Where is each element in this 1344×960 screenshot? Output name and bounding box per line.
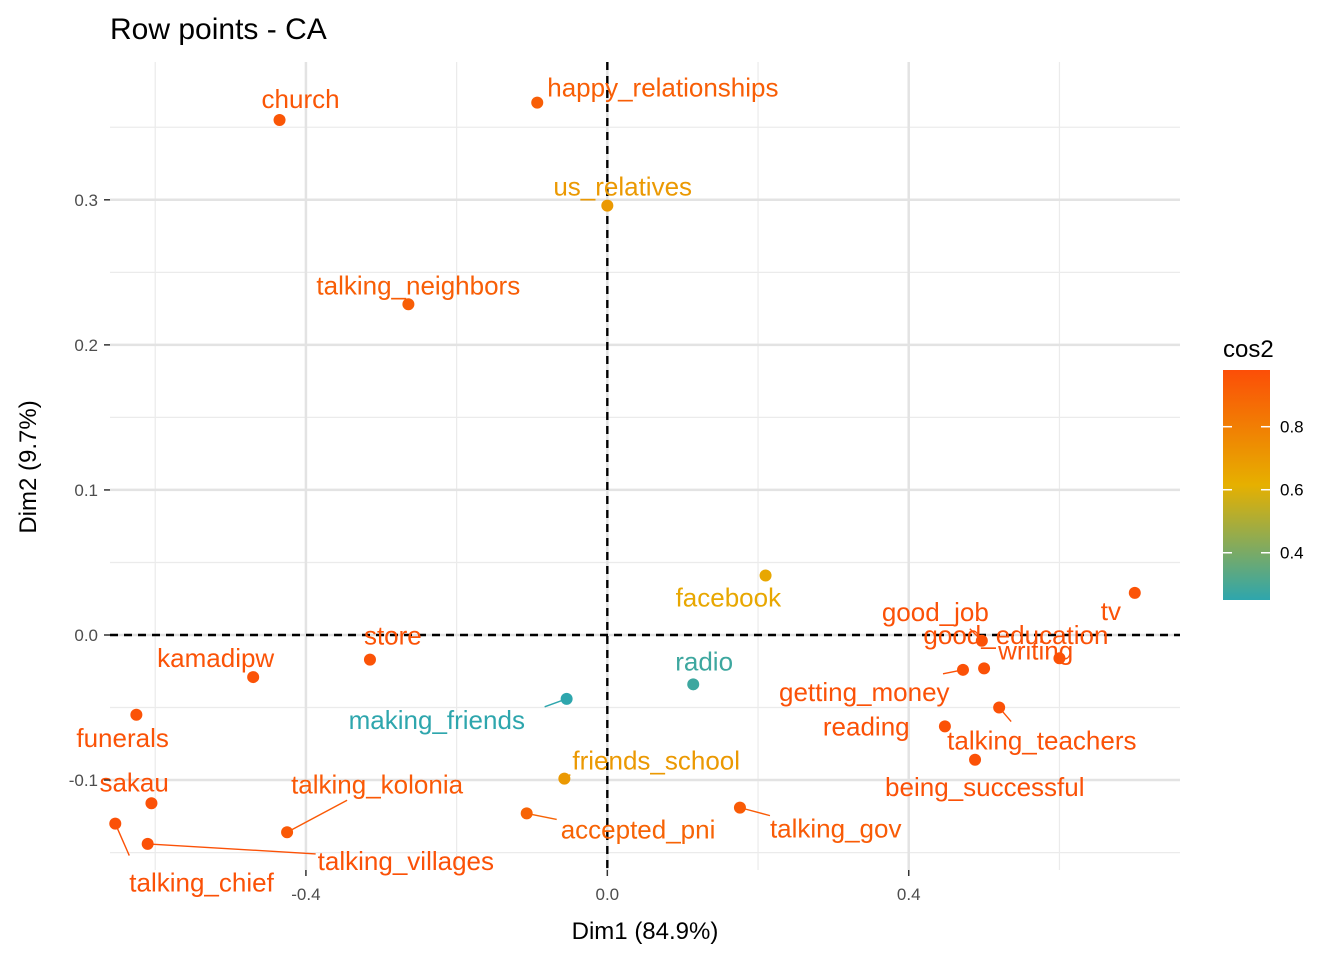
label-layer: church happy_relationships us_relativestal… xyxy=(76,73,1136,898)
point-good-job xyxy=(975,634,988,647)
point-talking-neighbors xyxy=(402,298,415,311)
label-being-successful: being_successful xyxy=(885,772,1084,802)
point-radio xyxy=(687,678,700,691)
point-friends-school xyxy=(558,772,571,785)
point-getting-money xyxy=(956,663,969,676)
label-talking-villages: talking_villages xyxy=(318,846,494,876)
point-store xyxy=(363,653,376,666)
x-axis-title: Dim1 (84.9%) xyxy=(572,918,719,945)
label-accepted-pni: accepted_pni xyxy=(561,814,716,844)
label-writing: writing xyxy=(997,635,1073,665)
point-sakau xyxy=(145,797,158,810)
leader-line-talking-kolonia xyxy=(286,799,348,833)
legend-tick-label: 0.4 xyxy=(1280,544,1304,563)
y-tick-label: 0.0 xyxy=(74,626,98,645)
point-accepted-pni xyxy=(520,807,533,820)
axis-layer: -0.4 0.0 0.4 -0.1 0.0 0.1 0.2 0.3 xyxy=(69,191,921,904)
legend-ticks: 0.4 0.6 0.8 xyxy=(1223,418,1304,563)
y-tick-label: 0.3 xyxy=(74,191,98,210)
label-good-job: good_job xyxy=(882,597,989,627)
legend-title: cos2 xyxy=(1223,336,1274,363)
label-church: church xyxy=(262,84,340,114)
point-tv xyxy=(1128,586,1141,599)
point-writing xyxy=(978,662,991,675)
legend-tick-label: 0.8 xyxy=(1280,418,1304,437)
legend-colorbar xyxy=(1223,370,1270,600)
plot-title: Row points - CA xyxy=(110,13,327,46)
label-funerals: funerals xyxy=(76,723,168,753)
y-axis-title: Dim2 (9.7%) xyxy=(15,400,42,533)
label-talking-chief: talking_chief xyxy=(129,868,274,898)
point-happy-relationships xyxy=(531,96,544,109)
x-tick-label: 0.0 xyxy=(596,885,620,904)
y-tick-label: 0.2 xyxy=(74,336,98,355)
label-talking-neighbors: talking_neighbors xyxy=(316,270,520,300)
label-radio: radio xyxy=(675,646,733,676)
point-facebook xyxy=(759,569,772,582)
point-talking-chief xyxy=(109,817,122,830)
label-facebook: facebook xyxy=(676,583,783,613)
label-friends-school: friends_school xyxy=(572,746,740,776)
label-getting-money: getting_money xyxy=(779,677,950,707)
label-tv: tv xyxy=(1101,596,1121,626)
point-making-friends xyxy=(560,692,573,705)
label-store: store xyxy=(364,621,422,651)
point-church xyxy=(273,114,286,127)
y-tick-label: 0.1 xyxy=(74,481,98,500)
label-happy-relationships: happy_relationships xyxy=(547,73,778,103)
x-tick-label: 0.4 xyxy=(897,885,921,904)
reference-lines xyxy=(110,62,1180,870)
y-tick-label: -0.1 xyxy=(69,771,98,790)
point-talking-teachers xyxy=(993,701,1006,714)
grid-layer xyxy=(110,62,1180,870)
point-talking-gov xyxy=(733,801,746,814)
leader-line-talking-villages xyxy=(147,843,316,855)
label-reading: reading xyxy=(823,711,910,741)
point-funerals xyxy=(130,708,143,721)
label-talking-gov: talking_gov xyxy=(770,814,902,844)
point-good-education xyxy=(1053,652,1066,665)
label-talking-teachers: talking_teachers xyxy=(947,726,1136,756)
x-tick-label: -0.4 xyxy=(291,885,320,904)
point-talking-kolonia xyxy=(281,826,294,839)
label-sakau: sakau xyxy=(99,767,168,797)
label-us-relatives: us_relatives xyxy=(553,172,692,202)
label-talking-kolonia: talking_kolonia xyxy=(291,769,464,799)
label-good-education: good_education xyxy=(923,620,1108,650)
point-talking-villages xyxy=(141,837,154,850)
cos2-legend: cos2 0.4 0.6 0.8 xyxy=(1223,336,1304,600)
label-kamadipw: kamadipw xyxy=(157,643,274,673)
point-layer xyxy=(109,96,1141,850)
point-being-successful xyxy=(969,753,982,766)
point-kamadipw xyxy=(247,671,260,684)
point-reading xyxy=(938,720,951,733)
label-making-friends: making_friends xyxy=(349,705,525,735)
point-us-relatives xyxy=(601,199,614,212)
legend-tick-label: 0.6 xyxy=(1280,481,1304,500)
